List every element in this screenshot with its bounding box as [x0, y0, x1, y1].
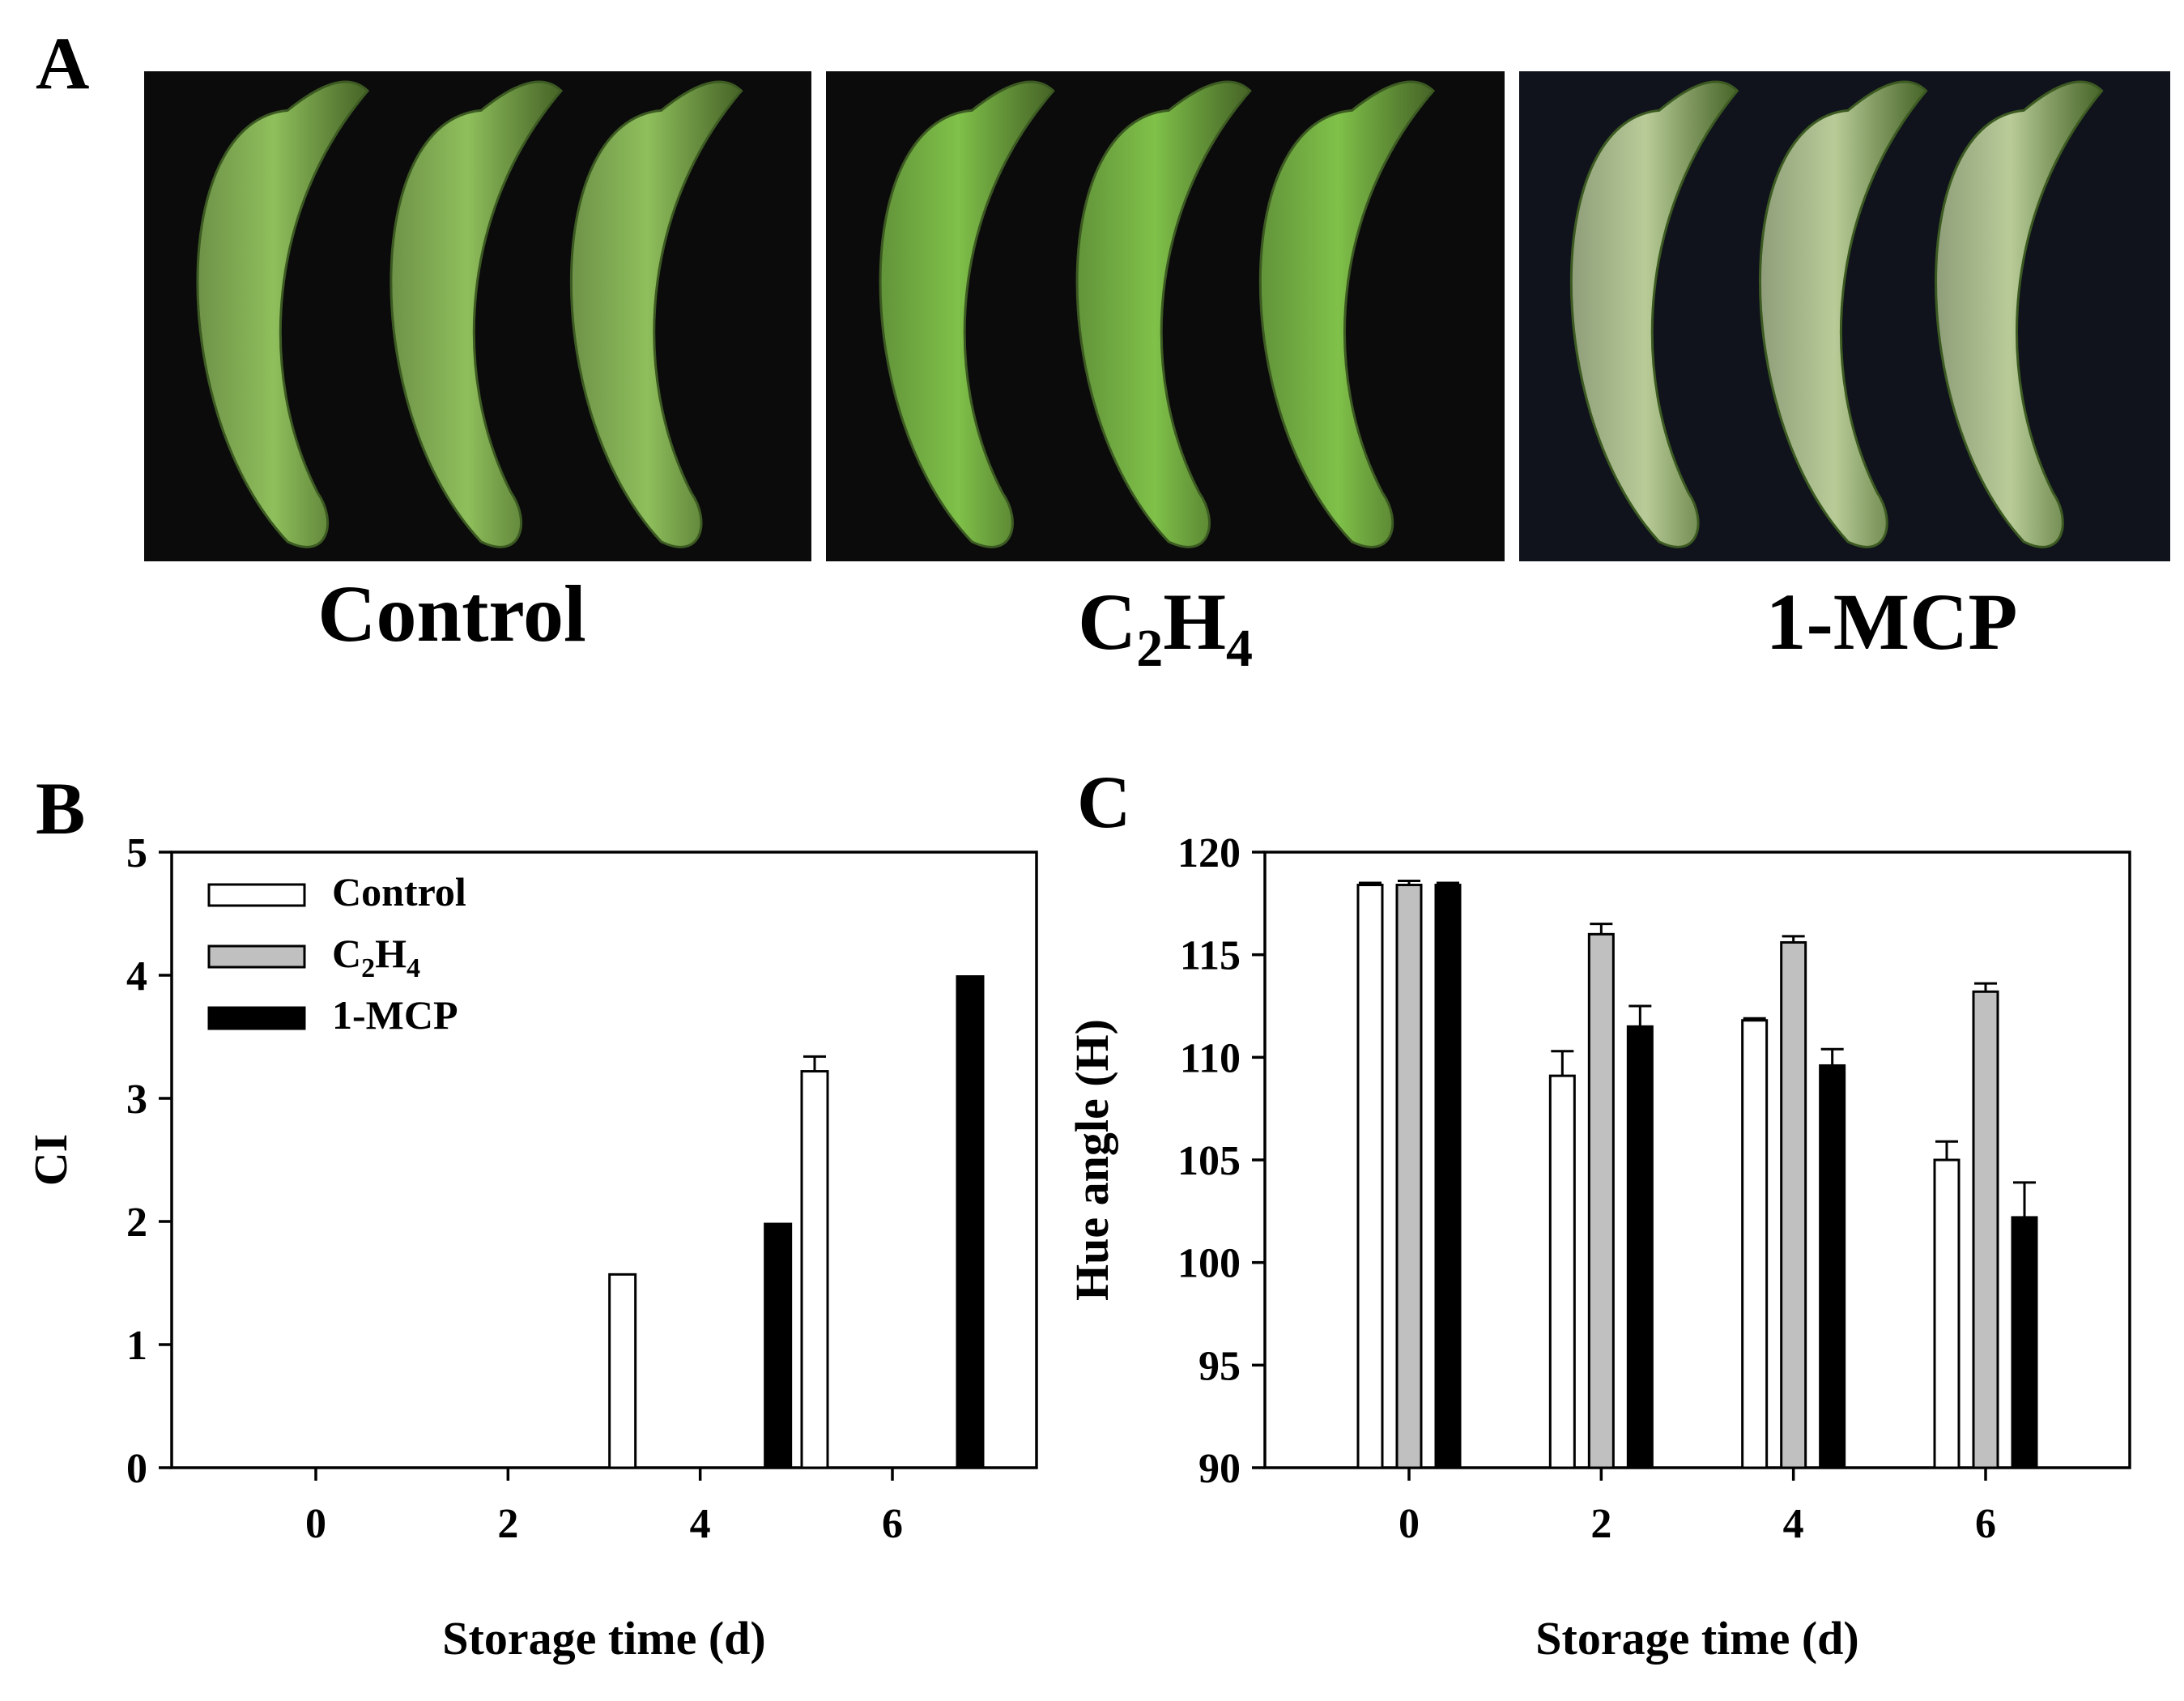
bar-control-day-4 — [1741, 1019, 1769, 1469]
y-tick-label: 105 — [1177, 1138, 1241, 1184]
x-axis-label: Storage time (d) — [1535, 1612, 1858, 1665]
banana-shape — [570, 80, 743, 548]
y-tick-label: 2 — [126, 1200, 147, 1246]
x-axis-label: Storage time (d) — [442, 1612, 765, 1665]
x-tick-label: 6 — [1975, 1501, 1996, 1547]
x-tick-label: 4 — [690, 1501, 711, 1547]
chart-ci: 0 1 2 3 4 5 0 2 4 6 Storage time (d) CI Control C2H4 1… — [24, 830, 1038, 1665]
photo-label-ethylene: C2H4 — [1077, 577, 1253, 678]
y-axis-label: Hue angle (H) — [1066, 1019, 1118, 1301]
bar-1-mcp-day-4 — [1819, 1064, 1846, 1469]
y-tick-label: 4 — [126, 953, 147, 1000]
y-tick-label: 90 — [1198, 1446, 1241, 1492]
y-tick-label: 1 — [126, 1323, 147, 1369]
panel-letter-a: A — [36, 22, 90, 104]
plot-frame — [170, 850, 1038, 1469]
x-tick-label: 4 — [1783, 1501, 1804, 1547]
y-tick-label: 5 — [126, 830, 147, 876]
legend-swatch — [207, 944, 306, 969]
bar-control-day-6 — [800, 1070, 829, 1469]
photo-label-1mcp: 1-MCP — [1765, 577, 2018, 667]
banana-shape — [1759, 80, 1928, 548]
bar-c2h4-day-4 — [1780, 940, 1807, 1469]
x-tick-label: 0 — [1399, 1501, 1420, 1547]
photo-ethylene-bananas — [826, 71, 1505, 561]
banana-shape — [196, 80, 370, 548]
x-tick-label: 2 — [497, 1501, 518, 1547]
bar-c2h4-day-2 — [1587, 932, 1615, 1469]
y-axis-label: CI — [24, 1134, 77, 1186]
legend-label: C2H4 — [332, 931, 420, 983]
bar-c2h4-day-6 — [1972, 990, 1999, 1469]
photo-label-control: Control — [317, 569, 586, 659]
banana-shape — [1569, 80, 1739, 548]
y-tick-label: 100 — [1177, 1241, 1241, 1287]
bar-control-day-4 — [608, 1273, 637, 1469]
bar-control-day-0 — [1356, 884, 1384, 1469]
x-tick-label: 6 — [882, 1501, 903, 1547]
banana-shape — [1075, 80, 1252, 548]
y-tick-label: 0 — [126, 1446, 147, 1492]
y-tick-label: 110 — [1180, 1035, 1241, 1081]
legend-swatch — [207, 1006, 306, 1030]
legend-label: Control — [332, 869, 466, 914]
banana-illustration — [1569, 80, 2104, 548]
bar-control-day-2 — [1548, 1074, 1576, 1469]
x-tick-label: 0 — [305, 1501, 326, 1547]
legend-swatch — [207, 883, 306, 907]
bar-control-day-6 — [1933, 1158, 1960, 1469]
panel-letter-b: B — [36, 767, 86, 850]
plot-frame — [1263, 850, 2131, 1469]
bar-1-mcp-day-4 — [764, 1222, 793, 1469]
bar-c2h4-day-0 — [1395, 884, 1423, 1469]
panel-letter-c: C — [1077, 761, 1131, 843]
y-tick-label: 120 — [1177, 830, 1241, 876]
bar-1-mcp-day-2 — [1626, 1025, 1654, 1469]
y-tick-label: 115 — [1180, 933, 1241, 979]
banana-illustration — [879, 80, 1436, 548]
photo-1mcp-bananas — [1519, 71, 2170, 561]
banana-illustration — [196, 80, 743, 548]
bar-1-mcp-day-0 — [1434, 884, 1462, 1469]
chart-hue-angle: 90 95 100 105 110 115 120 0 2 4 6 Storage time (d) H… — [1066, 830, 2131, 1665]
bar-1-mcp-day-6 — [2011, 1216, 2038, 1469]
banana-shape — [1258, 80, 1436, 548]
y-tick-label: 3 — [126, 1076, 147, 1123]
y-tick-label: 95 — [1198, 1343, 1241, 1389]
bar-1-mcp-day-6 — [956, 975, 985, 1469]
legend-label: 1-MCP — [332, 992, 458, 1038]
banana-shape — [1935, 80, 2104, 548]
banana-shape — [879, 80, 1055, 548]
photo-control-bananas — [144, 71, 811, 561]
banana-shape — [390, 80, 564, 548]
x-tick-label: 2 — [1590, 1501, 1611, 1547]
